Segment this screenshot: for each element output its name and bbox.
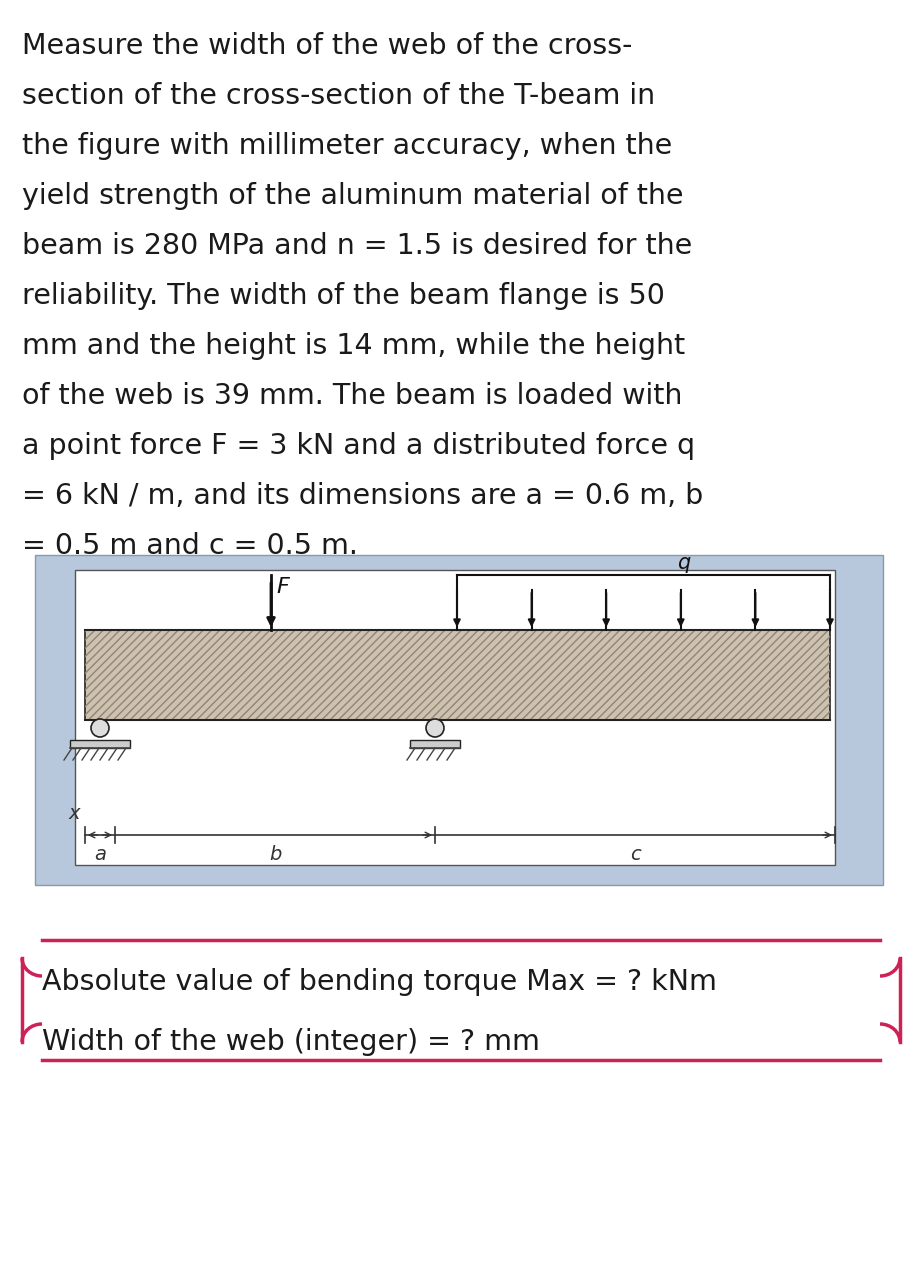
Text: Absolute value of bending torque Max = ? kNm: Absolute value of bending torque Max = ?… [42,968,717,996]
Text: reliability. The width of the beam flange is 50: reliability. The width of the beam flang… [22,282,665,310]
Circle shape [426,719,444,737]
Text: yield strength of the aluminum material of the: yield strength of the aluminum material … [22,182,683,210]
Text: of the web is 39 mm. The beam is loaded with: of the web is 39 mm. The beam is loaded … [22,381,682,410]
Text: mm and the height is 14 mm, while the height: mm and the height is 14 mm, while the he… [22,332,685,360]
Text: q: q [677,553,691,573]
Text: the figure with millimeter accuracy, when the: the figure with millimeter accuracy, whe… [22,132,672,160]
Text: c: c [630,845,641,864]
Text: = 0.5 m and c = 0.5 m.: = 0.5 m and c = 0.5 m. [22,532,358,561]
Text: section of the cross-section of the T-beam in: section of the cross-section of the T-be… [22,82,656,110]
Bar [75,570,835,865]
Bar [35,556,883,884]
Text: Measure the width of the web of the cross-: Measure the width of the web of the cros… [22,32,632,60]
Text: x: x [68,804,80,823]
Bar [70,740,130,748]
Bar [410,740,460,748]
Bar [85,630,830,719]
Bar [85,630,830,719]
Text: a point force F = 3 kN and a distributed force q: a point force F = 3 kN and a distributed… [22,431,695,460]
Text: = 6 kN / m, and its dimensions are a = 0.6 m, b: = 6 kN / m, and its dimensions are a = 0… [22,483,703,509]
Text: beam is 280 MPa and n = 1.5 is desired for the: beam is 280 MPa and n = 1.5 is desired f… [22,232,692,260]
Text: F: F [276,577,289,596]
Circle shape [91,719,109,737]
Text: Width of the web (integer) = ? mm: Width of the web (integer) = ? mm [42,1028,540,1056]
Text: b: b [269,845,281,864]
Text: a: a [94,845,106,864]
